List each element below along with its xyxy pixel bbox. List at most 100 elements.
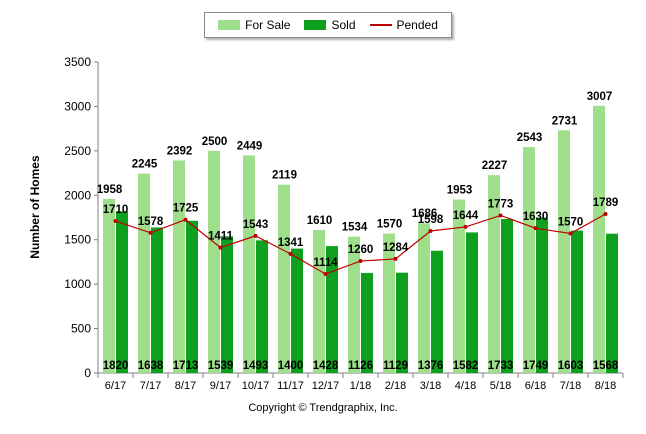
pended-point	[288, 251, 293, 256]
pended-point	[428, 229, 433, 234]
for-sale-data-label: 3007	[587, 91, 613, 103]
x-tick-label: 4/18	[455, 380, 476, 392]
pended-data-label: 1598	[418, 214, 444, 226]
pended-data-label: 1710	[103, 204, 129, 216]
bar-sold	[606, 233, 618, 373]
sold-data-label: 1820	[103, 360, 129, 372]
pended-data-label: 1260	[348, 244, 374, 256]
x-tick-label: 7/18	[560, 380, 581, 392]
sold-data-label: 1713	[173, 360, 199, 372]
pended-data-label: 1411	[208, 231, 234, 243]
for-sale-data-label: 2543	[517, 132, 543, 144]
y-tick-label: 2500	[64, 144, 91, 158]
for-sale-data-label: 2245	[132, 159, 158, 171]
pended-data-label: 1725	[173, 203, 199, 215]
pended-point	[253, 233, 258, 238]
bar-sold	[326, 246, 338, 373]
pended-point	[603, 212, 608, 217]
sold-data-label: 1400	[278, 360, 304, 372]
bar-sold	[501, 219, 513, 373]
sold-data-label: 1603	[558, 360, 584, 372]
y-tick-label: 1500	[64, 233, 91, 247]
x-tick-label: 12/17	[312, 380, 340, 392]
for-sale-data-label: 1958	[97, 184, 123, 196]
for-sale-data-label: 2119	[272, 170, 297, 182]
bar-sold	[466, 232, 478, 373]
y-tick-label: 500	[71, 322, 91, 336]
for-sale-data-label: 1534	[342, 222, 368, 234]
legend-label-pended: Pended	[396, 18, 438, 32]
sold-data-label: 1376	[418, 360, 444, 372]
bar-for-sale	[383, 233, 395, 373]
bar-for-sale	[593, 105, 605, 373]
pended-point	[323, 272, 328, 277]
pended-data-label: 1543	[243, 219, 269, 231]
x-tick-label: 6/18	[525, 380, 546, 392]
pended-point	[148, 230, 153, 235]
sold-data-label: 1749	[523, 360, 549, 372]
sold-data-label: 1129	[383, 360, 408, 372]
sold-data-label: 1582	[453, 360, 479, 372]
x-tick-label: 5/18	[490, 380, 511, 392]
y-tick-label: 3000	[64, 99, 91, 113]
bar-for-sale	[138, 173, 150, 373]
for-sale-data-label: 2392	[167, 145, 193, 157]
x-tick-label: 11/17	[277, 380, 304, 392]
bar-for-sale	[523, 147, 535, 373]
sold-data-label: 1733	[488, 360, 514, 372]
x-tick-label: 9/17	[210, 380, 231, 392]
pended-point	[393, 256, 398, 261]
bar-sold	[536, 217, 548, 373]
pended-swatch	[369, 24, 392, 26]
for-sale-data-label: 1570	[377, 218, 403, 230]
y-tick-label: 1000	[64, 277, 91, 291]
bar-sold	[256, 240, 268, 373]
sold-swatch	[304, 20, 327, 30]
for-sale-data-label: 2449	[237, 140, 263, 152]
bar-sold	[571, 230, 583, 373]
y-axis-label: Number of Homes	[28, 155, 42, 259]
bar-sold	[186, 220, 198, 373]
sold-data-label: 1638	[138, 360, 164, 372]
legend-label-for-sale: For Sale	[245, 18, 291, 32]
pended-data-label: 1578	[138, 216, 164, 228]
for-sale-data-label: 1610	[307, 215, 333, 227]
bar-for-sale	[348, 236, 360, 373]
pended-point	[113, 219, 118, 224]
pended-data-label: 1644	[453, 210, 479, 222]
x-tick-label: 8/18	[595, 380, 616, 392]
pended-data-label: 1114	[313, 257, 338, 269]
for-sale-swatch	[218, 20, 241, 30]
pended-point	[358, 259, 363, 264]
y-tick-label: 3500	[64, 55, 91, 69]
bar-for-sale	[208, 150, 220, 373]
bar-sold	[431, 250, 443, 373]
x-tick-label: 3/18	[420, 380, 441, 392]
bar-sold	[116, 211, 128, 373]
legend-item-sold: Sold	[304, 18, 356, 32]
pended-data-label: 1773	[488, 198, 514, 210]
for-sale-data-label: 2227	[482, 160, 508, 172]
bar-sold	[221, 236, 233, 373]
pended-data-label: 1630	[523, 211, 549, 223]
pended-point	[533, 226, 538, 231]
sold-data-label: 1428	[313, 360, 339, 372]
bar-sold	[291, 248, 303, 373]
for-sale-data-label: 1686	[412, 208, 438, 220]
legend-item-pended: Pended	[369, 18, 438, 32]
x-tick-label: 2/18	[385, 380, 406, 392]
copyright-text: Copyright © Trendgraphix, Inc.	[248, 402, 398, 414]
sold-data-label: 1539	[208, 360, 234, 372]
sold-data-label: 1568	[593, 360, 619, 372]
bar-for-sale	[173, 160, 185, 373]
bar-for-sale	[278, 184, 290, 373]
x-tick-label: 1/18	[350, 380, 371, 392]
bar-sold	[396, 272, 408, 373]
bar-for-sale	[488, 175, 500, 373]
bar-for-sale	[313, 229, 325, 373]
y-tick-label: 0	[84, 366, 91, 380]
pended-data-label: 1284	[383, 242, 409, 254]
bar-for-sale	[418, 223, 430, 373]
legend-label-sold: Sold	[331, 18, 356, 32]
